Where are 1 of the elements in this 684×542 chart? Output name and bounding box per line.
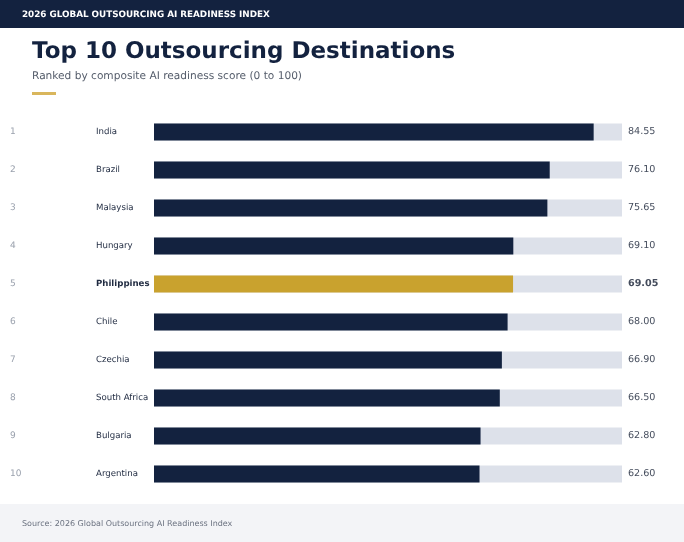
chart-title: Top 10 Outsourcing Destinations: [32, 36, 456, 64]
